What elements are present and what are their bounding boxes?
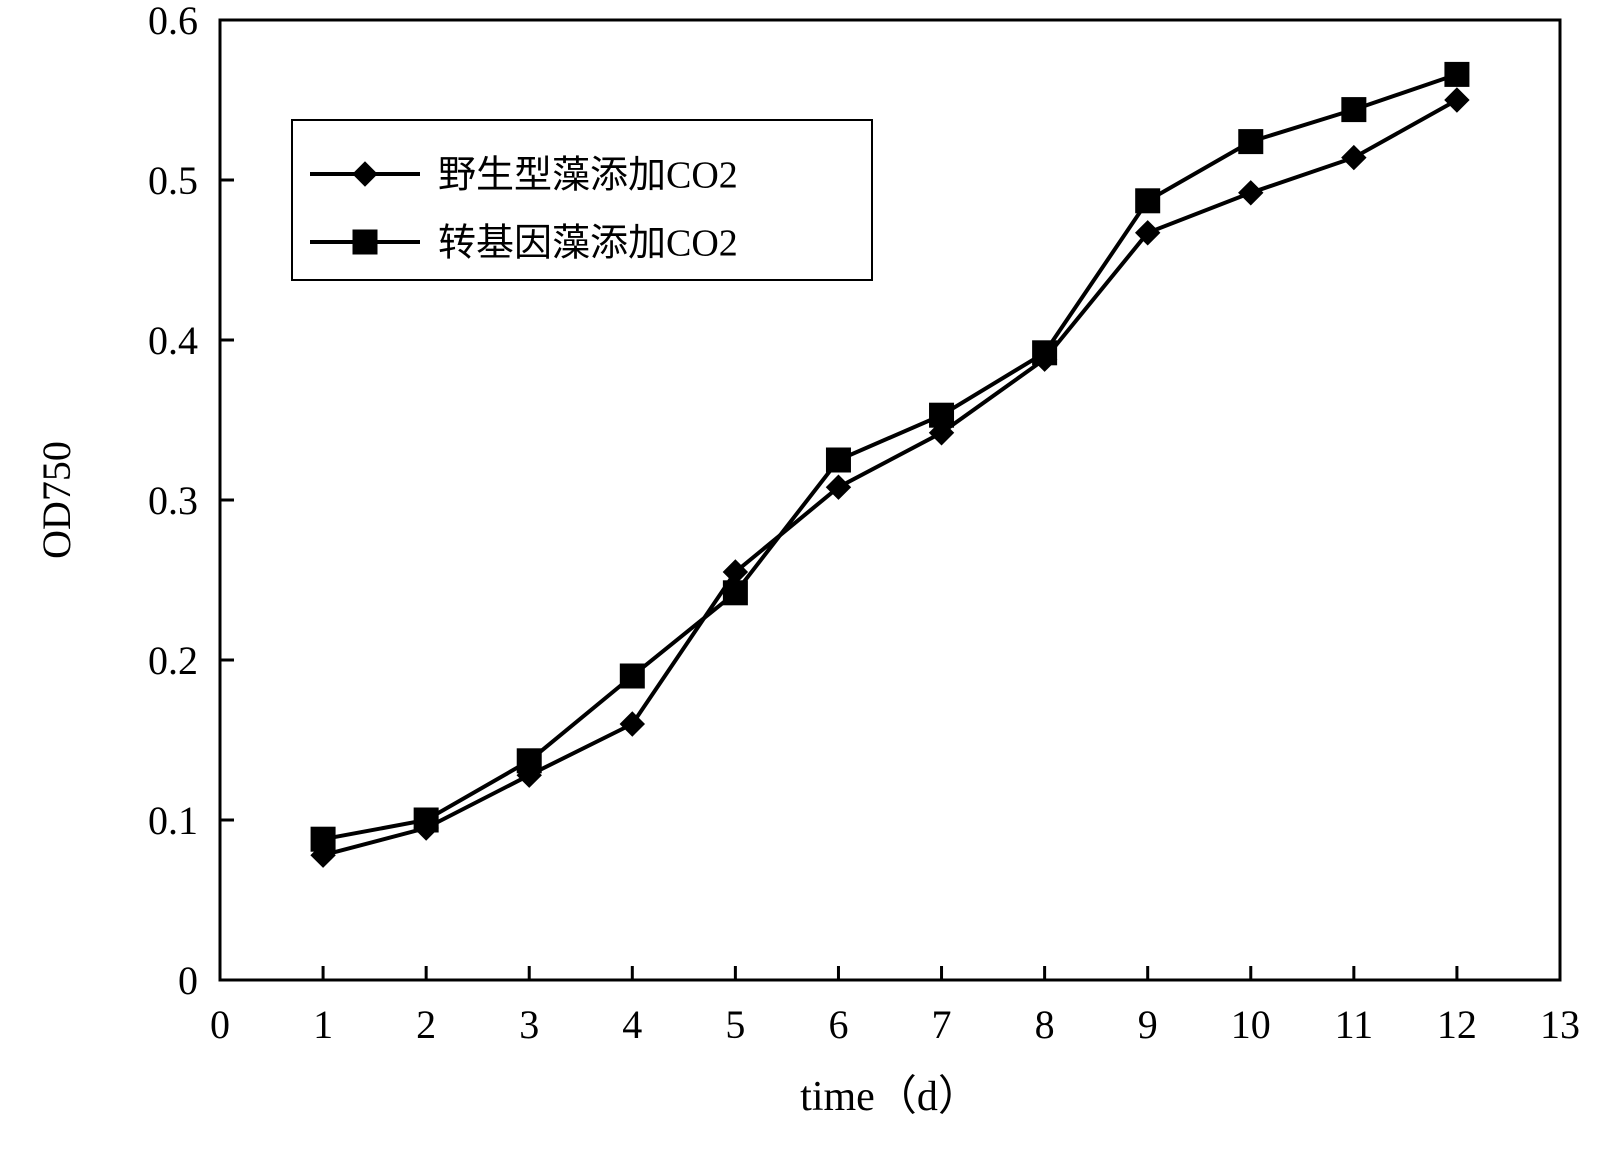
y-tick-label: 0.6 [148, 0, 198, 43]
x-tick-label: 2 [416, 1002, 436, 1047]
x-tick-label: 5 [725, 1002, 745, 1047]
series-marker-1 [517, 749, 541, 773]
x-tick-label: 4 [622, 1002, 642, 1047]
x-axis-label: time（d） [800, 1074, 980, 1120]
x-tick-label: 8 [1035, 1002, 1055, 1047]
series-marker-1 [414, 808, 438, 832]
series-marker-1 [311, 827, 335, 851]
x-tick-label: 0 [210, 1002, 230, 1047]
series-marker-1 [1342, 98, 1366, 122]
x-tick-label: 1 [313, 1002, 333, 1047]
y-axis-label: OD750 [34, 441, 79, 559]
y-tick-label: 0.4 [148, 318, 198, 363]
y-tick-label: 0.3 [148, 478, 198, 523]
x-tick-label: 7 [932, 1002, 952, 1047]
y-tick-label: 0.5 [148, 158, 198, 203]
x-tick-label: 10 [1231, 1002, 1271, 1047]
series-marker-1 [930, 403, 954, 427]
chart-svg: 01234567891011121300.10.20.30.40.50.6tim… [0, 0, 1599, 1172]
series-marker-1 [1033, 341, 1057, 365]
series-marker-1 [620, 664, 644, 688]
series-marker-1 [1445, 62, 1469, 86]
series-marker-1 [1136, 189, 1160, 213]
series-marker-1 [826, 448, 850, 472]
legend-label-1: 转基因藻添加CO2 [438, 222, 738, 264]
legend-sample-marker [353, 230, 377, 254]
x-tick-label: 6 [828, 1002, 848, 1047]
legend-label-0: 野生型藻添加CO2 [438, 154, 738, 196]
series-marker-1 [1239, 130, 1263, 154]
x-tick-label: 9 [1138, 1002, 1158, 1047]
series-marker-1 [723, 581, 747, 605]
x-tick-label: 3 [519, 1002, 539, 1047]
y-tick-label: 0 [178, 958, 198, 1003]
growth-curve-chart: 01234567891011121300.10.20.30.40.50.6tim… [0, 0, 1599, 1172]
x-tick-label: 12 [1437, 1002, 1477, 1047]
x-tick-label: 13 [1540, 1002, 1580, 1047]
x-tick-label: 11 [1335, 1002, 1374, 1047]
y-tick-label: 0.1 [148, 798, 198, 843]
y-tick-label: 0.2 [148, 638, 198, 683]
